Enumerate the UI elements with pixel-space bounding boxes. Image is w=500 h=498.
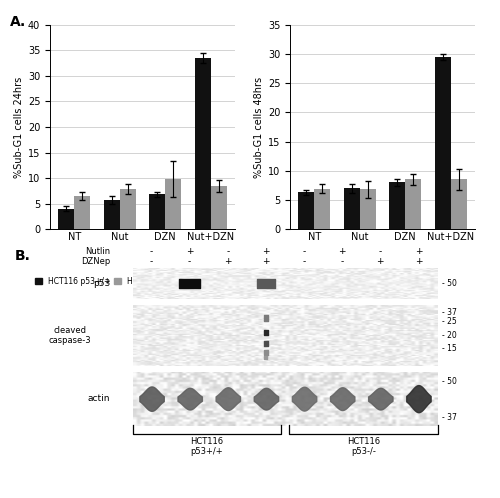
Bar [344, 188, 360, 229]
Text: HCT116
p53-/-: HCT116 p53-/- [346, 437, 380, 456]
Bar [104, 200, 120, 229]
Text: +: + [262, 257, 270, 266]
Text: A.: A. [10, 15, 26, 29]
Text: - 20: - 20 [442, 331, 457, 340]
Y-axis label: %Sub-G1 cells 48hrs: %Sub-G1 cells 48hrs [254, 76, 264, 178]
Legend: HCT116 p53+/+, HCT116 p53-/-: HCT116 p53+/+, HCT116 p53-/- [32, 274, 185, 289]
Text: +: + [262, 247, 270, 256]
Text: -: - [150, 247, 153, 256]
Text: p53: p53 [93, 279, 110, 288]
Text: +: + [224, 257, 232, 266]
Text: - 37: - 37 [442, 308, 458, 317]
Text: HCT116
p53+/+: HCT116 p53+/+ [190, 437, 224, 456]
Text: cleaved
caspase-3: cleaved caspase-3 [48, 326, 92, 345]
Text: -: - [226, 247, 230, 256]
Text: - 25: - 25 [442, 317, 457, 326]
Bar [405, 179, 421, 229]
Legend: HCT116 p53+/+, HCT116 p53-/-: HCT116 p53+/+, HCT116 p53-/- [272, 274, 425, 289]
Bar [298, 192, 314, 229]
Bar [210, 186, 226, 229]
Text: - 50: - 50 [442, 279, 458, 288]
Text: -: - [150, 257, 153, 266]
Bar [360, 189, 376, 229]
Text: - 15: - 15 [442, 345, 457, 354]
Bar [390, 182, 405, 229]
Bar [195, 58, 210, 229]
Text: +: + [414, 247, 422, 256]
Y-axis label: %Sub-G1 cells 24hrs: %Sub-G1 cells 24hrs [14, 76, 24, 178]
Text: -: - [378, 247, 382, 256]
Bar [120, 189, 136, 229]
Bar [165, 179, 181, 229]
Text: -: - [302, 257, 306, 266]
Text: -: - [302, 247, 306, 256]
Text: B.: B. [15, 249, 31, 263]
Bar [435, 57, 450, 229]
Bar [314, 189, 330, 229]
Text: +: + [376, 257, 384, 266]
Text: - 50: - 50 [442, 377, 458, 386]
Text: +: + [186, 247, 194, 256]
Text: -: - [188, 257, 192, 266]
Bar [58, 209, 74, 229]
Text: Nutlin: Nutlin [85, 247, 110, 256]
Text: -: - [340, 257, 344, 266]
Text: +: + [414, 257, 422, 266]
Bar [74, 196, 90, 229]
Bar [150, 194, 165, 229]
Text: +: + [338, 247, 346, 256]
Bar [450, 179, 466, 229]
Text: - 37: - 37 [442, 413, 458, 422]
Text: actin: actin [88, 394, 110, 403]
Text: DZNep: DZNep [81, 257, 110, 266]
